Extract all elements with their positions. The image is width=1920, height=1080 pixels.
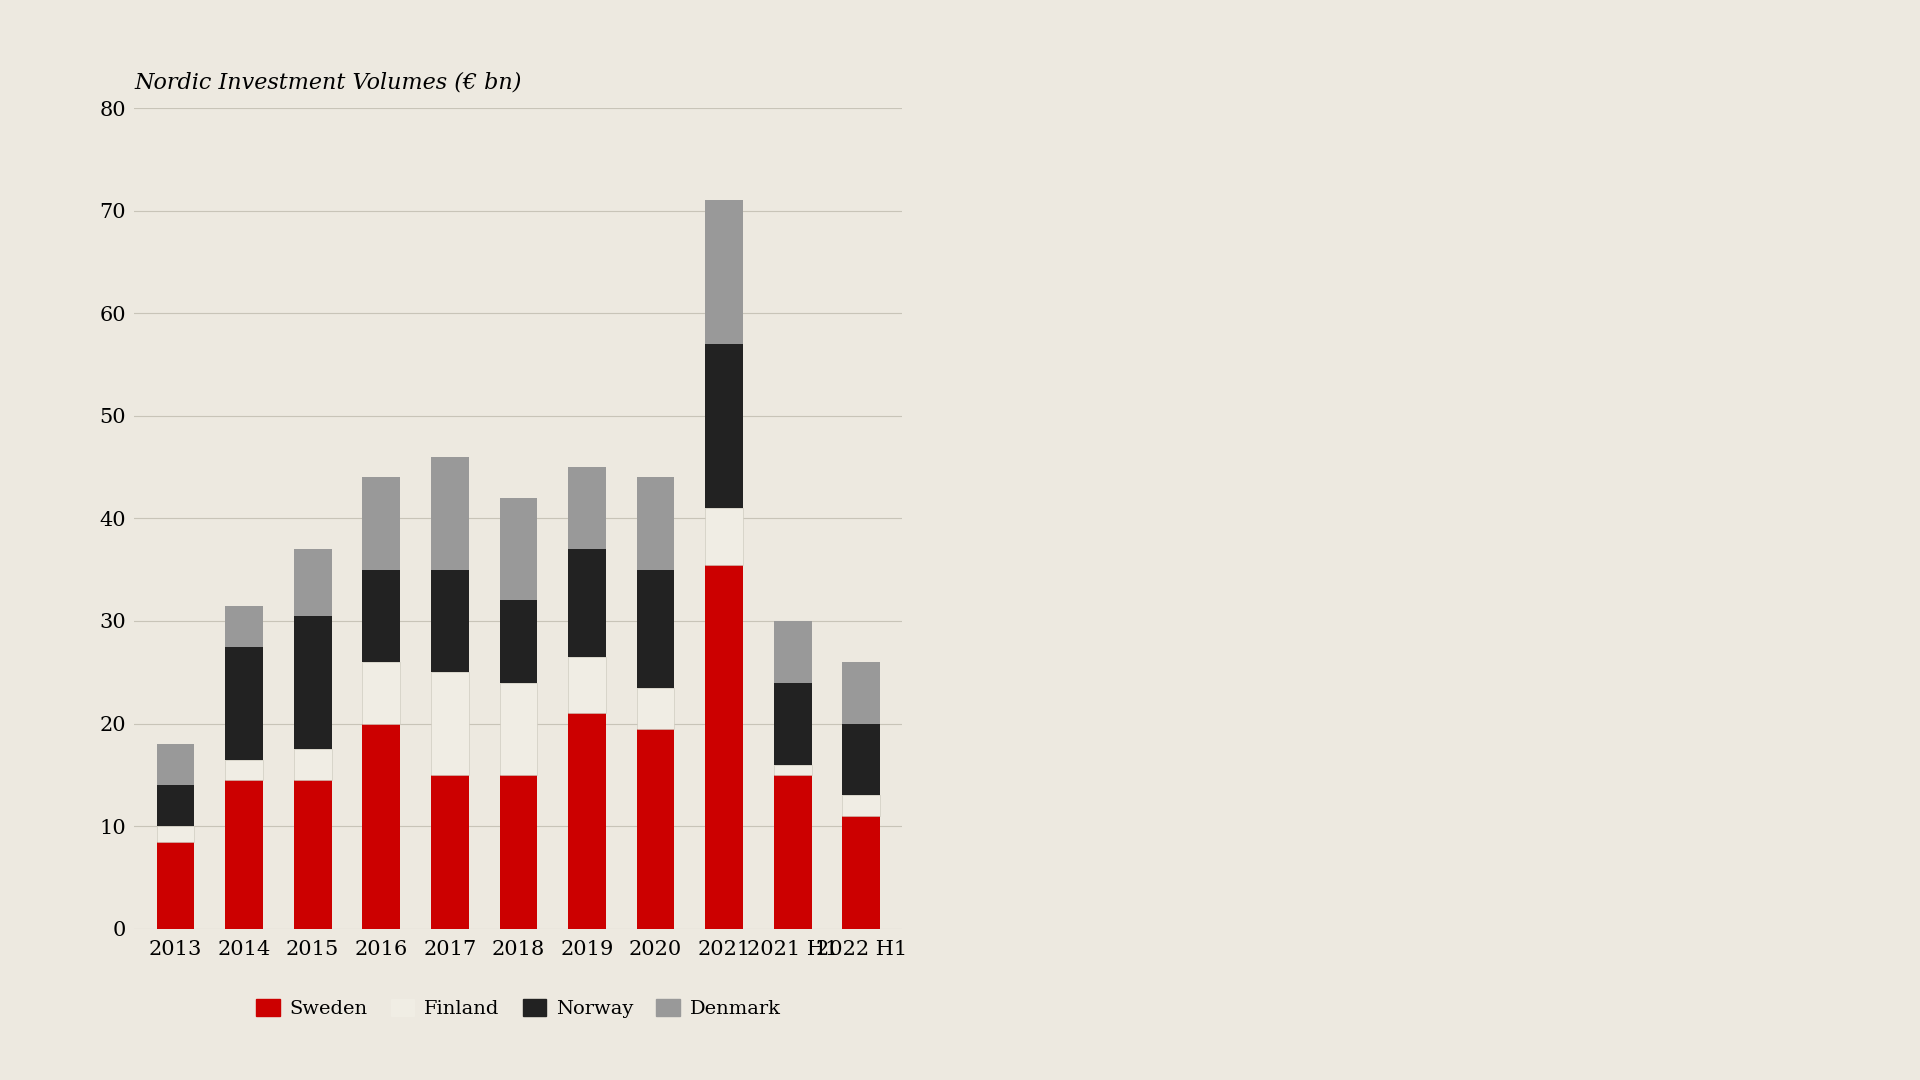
Bar <box>843 816 879 929</box>
Bar <box>637 477 674 570</box>
Bar <box>499 683 538 775</box>
Bar <box>430 569 468 672</box>
Bar <box>363 569 399 662</box>
Bar <box>157 744 194 785</box>
Bar <box>705 508 743 565</box>
Bar <box>225 647 263 759</box>
Legend: Sweden, Finland, Norway, Denmark: Sweden, Finland, Norway, Denmark <box>248 990 789 1026</box>
Bar <box>774 621 812 683</box>
Bar <box>157 841 194 929</box>
Bar <box>843 662 879 724</box>
Bar <box>430 457 468 570</box>
Bar <box>157 785 194 826</box>
Bar <box>499 498 538 600</box>
Bar <box>225 759 263 780</box>
Bar <box>363 477 399 570</box>
Bar <box>568 467 607 549</box>
Bar <box>843 724 879 795</box>
Bar <box>637 688 674 729</box>
Bar <box>225 780 263 929</box>
Bar <box>637 570 674 688</box>
Bar <box>774 775 812 929</box>
Bar <box>705 201 743 343</box>
Bar <box>430 775 468 929</box>
Bar <box>705 565 743 929</box>
Bar <box>843 795 879 816</box>
Bar <box>294 550 332 616</box>
Text: Nordic Investment Volumes (€ bn): Nordic Investment Volumes (€ bn) <box>134 71 522 94</box>
Bar <box>294 750 332 780</box>
Bar <box>499 775 538 929</box>
Bar <box>774 765 812 775</box>
Bar <box>568 549 607 657</box>
Bar <box>568 657 607 713</box>
Bar <box>294 780 332 929</box>
Bar <box>499 600 538 683</box>
Bar <box>568 713 607 929</box>
Bar <box>294 616 332 750</box>
Bar <box>637 729 674 929</box>
Bar <box>430 672 468 775</box>
Bar <box>705 343 743 508</box>
Bar <box>774 683 812 765</box>
Bar <box>363 662 399 724</box>
Bar <box>225 606 263 647</box>
Bar <box>363 724 399 929</box>
Bar <box>157 826 194 841</box>
